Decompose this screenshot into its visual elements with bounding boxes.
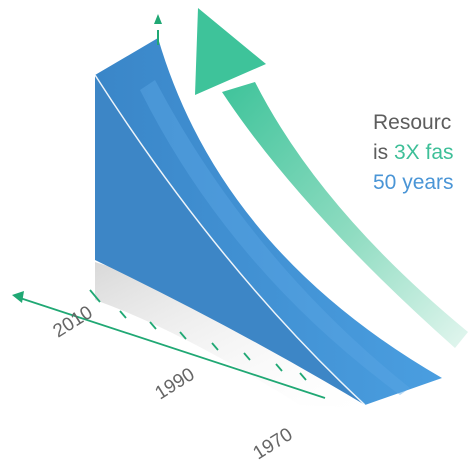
- caption-line-3: 50 years: [373, 171, 454, 194]
- vertical-axis-arrow-icon: [154, 14, 162, 24]
- axis-label-1990: 1990: [152, 364, 199, 404]
- time-axis-arrow-icon: [12, 291, 24, 303]
- caption-highlight-rate: 3X fas: [394, 141, 454, 164]
- surface-inner-arrow: [140, 80, 410, 395]
- growth-arrow-head: [195, 8, 266, 95]
- surface-side-face: [95, 75, 365, 405]
- caption-line-1: Resourc: [373, 111, 452, 134]
- growth-arrow: [222, 82, 468, 348]
- caption-line-2: is 3X fas: [373, 138, 454, 168]
- caption-line-2-prefix: is: [373, 141, 394, 164]
- surface-edge-highlight: [94, 74, 366, 406]
- time-axis: [19, 289, 326, 399]
- axis-label-1970: 1970: [250, 424, 297, 464]
- growth-surface: [95, 38, 442, 405]
- caption: Resourc is 3X fas 50 years: [373, 108, 454, 198]
- axis-label-2010: 2010: [50, 302, 97, 342]
